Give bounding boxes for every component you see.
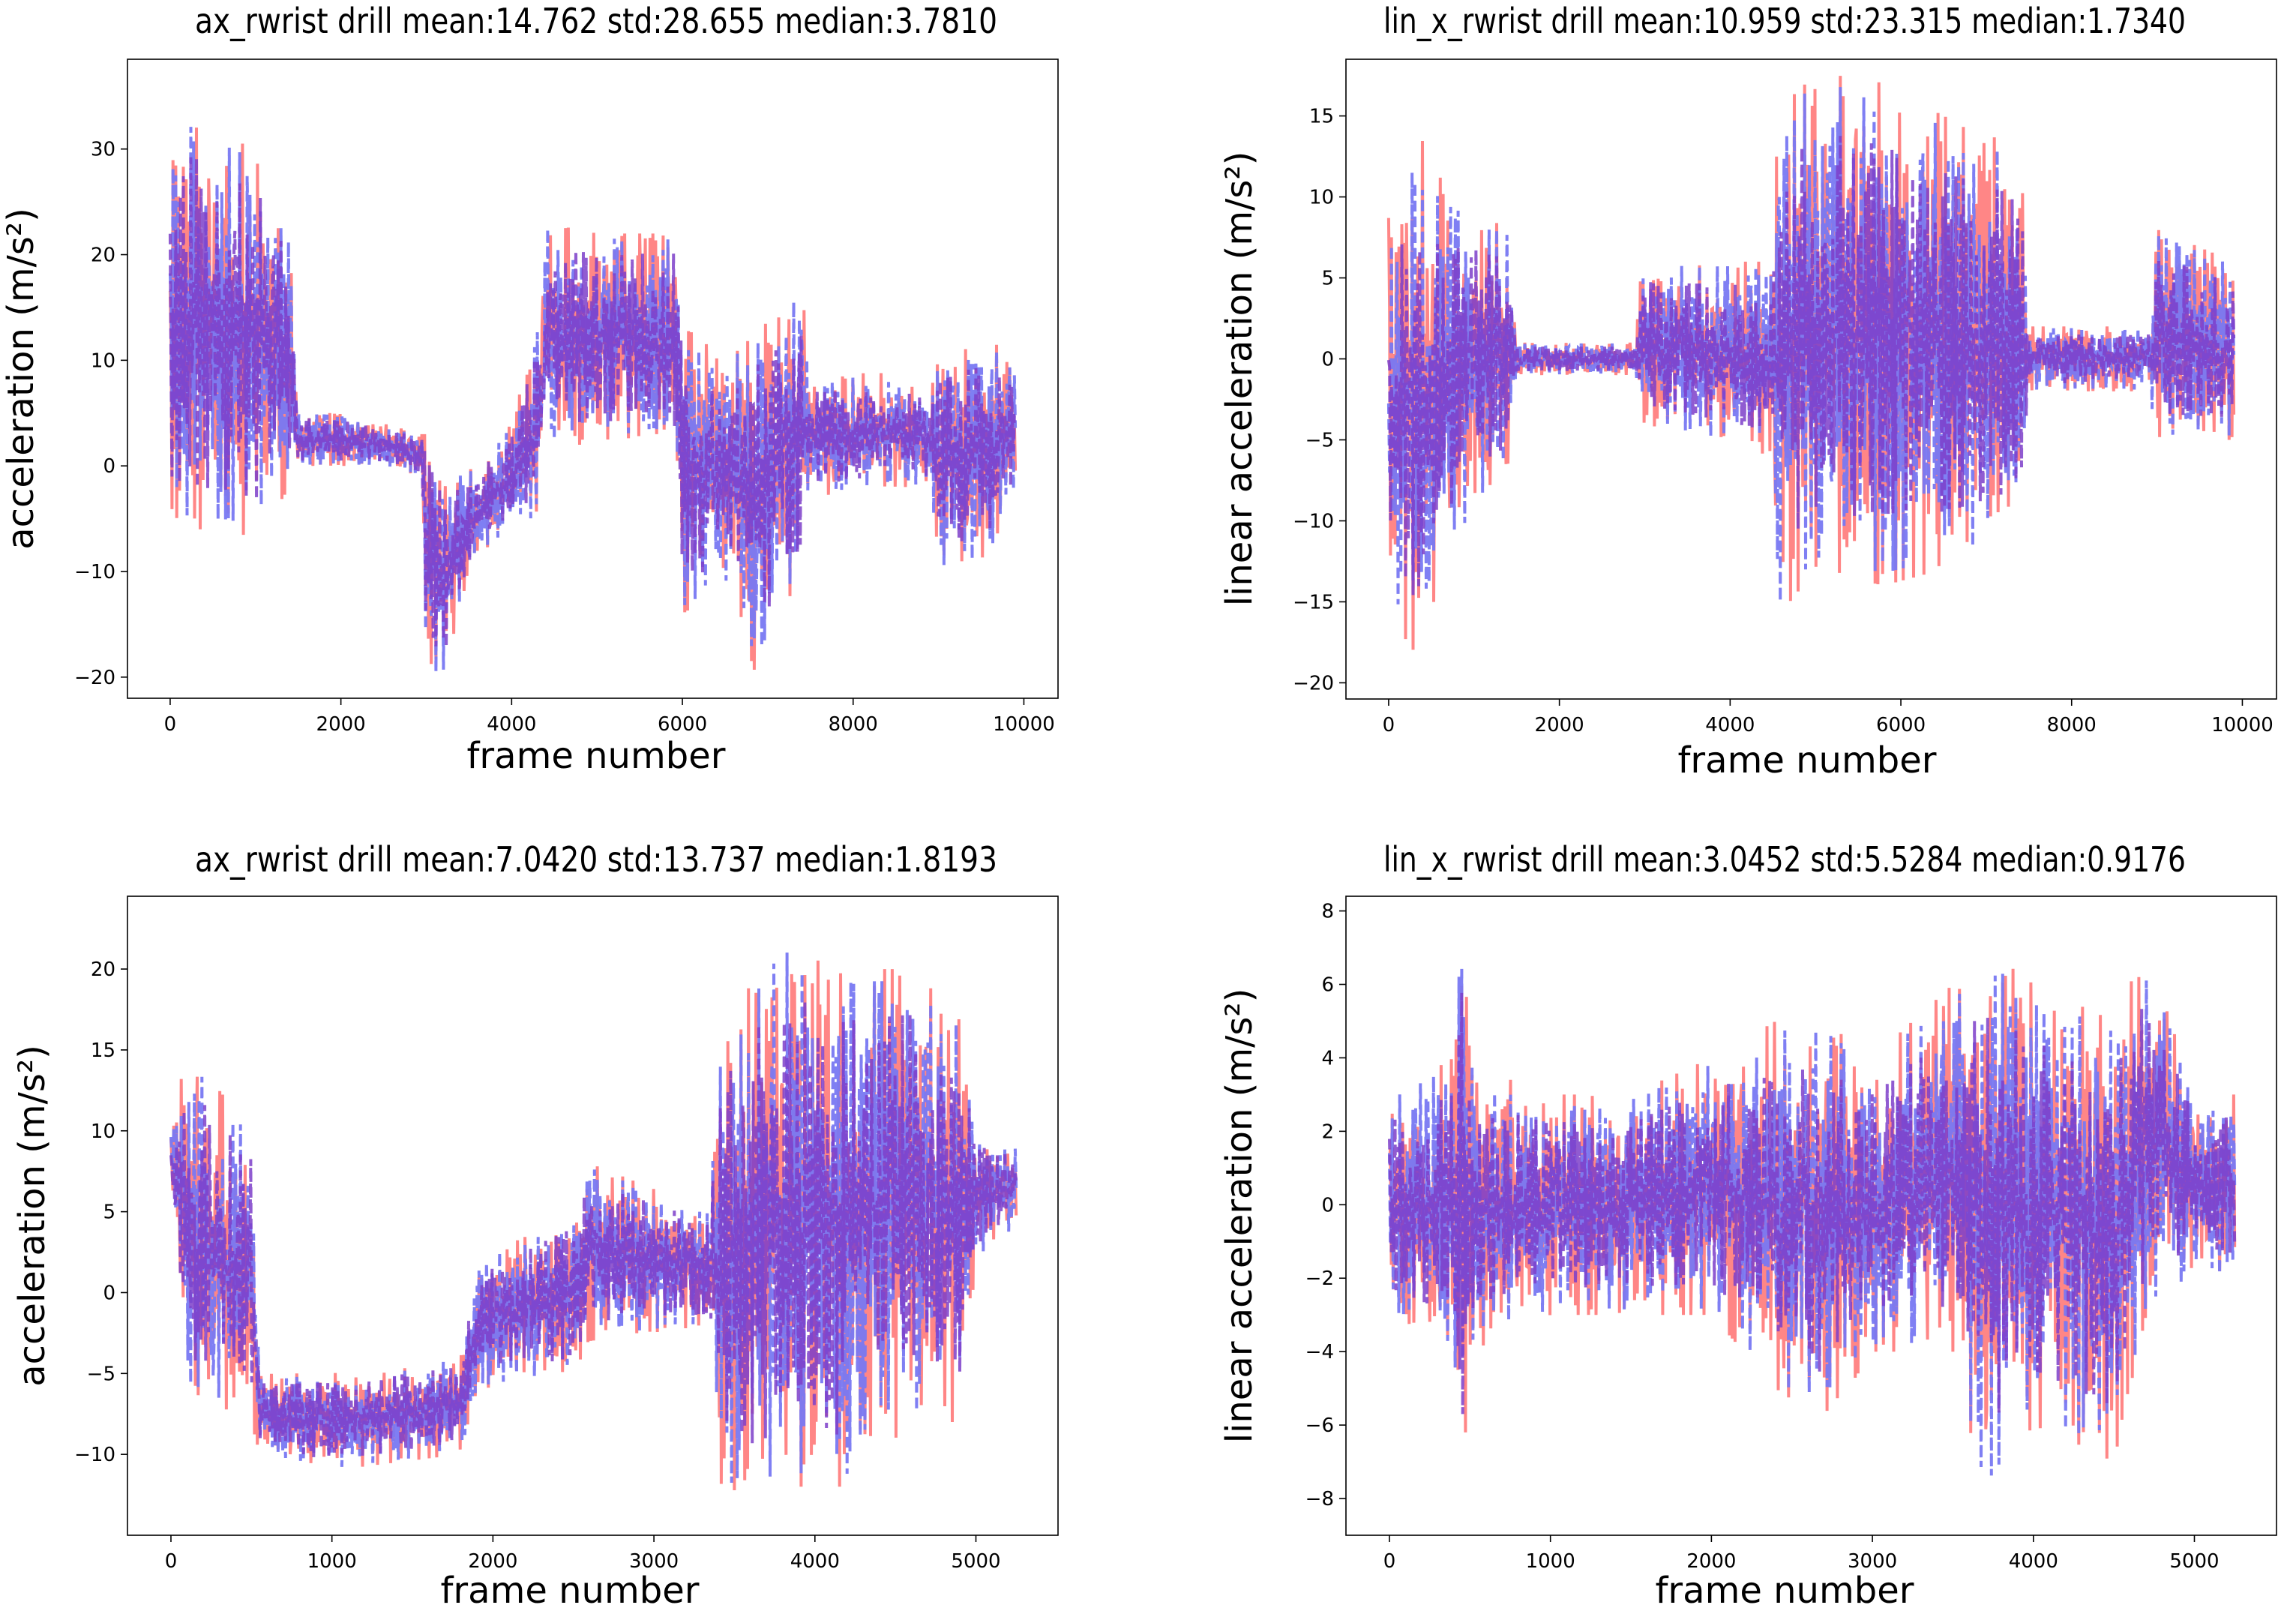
y-tick-label: 10 [91, 1120, 115, 1143]
x-axis-label: frame number [467, 735, 726, 777]
y-tick-label: −5 [1305, 429, 1334, 452]
y-tick-label: 0 [103, 1282, 115, 1304]
x-tick-label: 2000 [468, 1550, 517, 1573]
chart-title: lin_x_rwrist drill mean:10.959 std:23.31… [1383, 1, 2186, 41]
x-tick-label: 2000 [316, 713, 366, 736]
x-tick-label: 2000 [1686, 1550, 1736, 1573]
x-tick-label: 1000 [1526, 1550, 1575, 1573]
series-line-3 [1386, 136, 2236, 596]
x-tick-label: 6000 [658, 713, 707, 736]
y-tick-label: −10 [1293, 510, 1334, 532]
y-axis-label: acceleration (m/s²) [11, 1045, 53, 1387]
y-tick-label: 8 [1321, 901, 1334, 923]
y-tick-label: 0 [1321, 349, 1334, 371]
x-tick-label: 2000 [1535, 714, 1584, 736]
y-tick-label: 10 [91, 350, 115, 372]
x-tick-label: 0 [1383, 1550, 1396, 1573]
x-axis-label: frame number [441, 1570, 700, 1612]
y-tick-label: 2 [1321, 1120, 1334, 1143]
x-tick-label: 1000 [307, 1550, 357, 1573]
x-axis-label: frame number [1678, 740, 1937, 782]
series-line-3 [169, 1001, 1018, 1457]
chart-panel-1: 0 2000 4000 6000 8000 10000 −20 −10 0 10 20 30 ax_rw… [0, 1, 1059, 777]
y-tick-label: 5 [103, 1202, 115, 1224]
plot-frame [1345, 896, 2277, 1536]
x-axis-label: frame number [1656, 1570, 1914, 1612]
x-tick-label: 3000 [1848, 1550, 1897, 1573]
chart-panel-3: 0 1000 2000 3000 4000 5000 −10 −5 0 5 10 15 20 ax_rwr… [11, 839, 1059, 1612]
y-tick-label: 30 [91, 139, 115, 161]
y-tick-label: −15 [1293, 591, 1334, 614]
x-tick-label: 4000 [487, 713, 536, 736]
x-tick-label: 4000 [2009, 1550, 2058, 1573]
series-line-3 [168, 155, 1016, 648]
chart-title: ax_rwrist drill mean:7.0420 std:13.737 m… [195, 839, 997, 880]
x-tick-label: 0 [164, 713, 177, 736]
x-tick-label: 8000 [829, 713, 878, 736]
x-tick-label: 6000 [1876, 714, 1926, 736]
y-tick-label: 4 [1321, 1047, 1334, 1070]
y-tick-label: 20 [91, 244, 115, 267]
y-tick-label: −10 [74, 1444, 115, 1466]
y-tick-label: 15 [91, 1040, 115, 1062]
y-tick-label: 20 [91, 958, 115, 981]
y-tick-label: 10 [1309, 187, 1334, 209]
y-axis-label: linear acceleration (m/s²) [1218, 988, 1260, 1444]
x-tick-label: 4000 [1705, 714, 1755, 736]
y-tick-label: −2 [1305, 1268, 1334, 1290]
y-tick-label: −6 [1305, 1414, 1334, 1437]
y-axis-label: linear acceleration (m/s²) [1218, 152, 1260, 607]
plot-frame [1345, 58, 2277, 700]
y-tick-label: 0 [1321, 1194, 1334, 1216]
chart-panel-2: 0 2000 4000 6000 8000 10000 −20 −15 −10 −5 0 5 10 15 l… [1218, 1, 2277, 782]
series-line-3 [1388, 992, 2237, 1414]
y-tick-label: −20 [1293, 672, 1334, 694]
x-tick-label: 10000 [993, 713, 1055, 736]
y-tick-label: 0 [103, 455, 115, 478]
x-tick-label: 5000 [2169, 1550, 2219, 1573]
y-axis-label: acceleration (m/s²) [0, 208, 42, 550]
y-tick-label: 6 [1321, 974, 1334, 997]
x-tick-label: 8000 [2047, 714, 2097, 736]
x-tick-label: 5000 [951, 1550, 1000, 1573]
y-tick-label: −5 [87, 1363, 115, 1385]
y-tick-label: 5 [1321, 268, 1334, 290]
x-tick-label: 4000 [790, 1550, 840, 1573]
chart-title: lin_x_rwrist drill mean:3.0452 std:5.528… [1383, 839, 2186, 880]
y-tick-label: −10 [74, 561, 115, 584]
y-tick-label: −8 [1305, 1488, 1334, 1510]
y-tick-label: −20 [74, 667, 115, 689]
x-tick-label: 10000 [2211, 714, 2274, 736]
x-tick-label: 3000 [629, 1550, 679, 1573]
x-tick-label: 0 [165, 1550, 178, 1573]
x-tick-label: 0 [1383, 714, 1395, 736]
plot-frame [127, 896, 1059, 1536]
chart-title: ax_rwrist drill mean:14.762 std:28.655 m… [195, 1, 997, 41]
chart-panel-4: 0 1000 2000 3000 4000 5000 −8 −6 −4 −2 0 2 4 6 8 lin_x_… [1218, 839, 2277, 1612]
y-tick-label: 15 [1309, 106, 1334, 128]
plot-frame [127, 58, 1059, 699]
y-tick-label: −4 [1305, 1341, 1334, 1364]
